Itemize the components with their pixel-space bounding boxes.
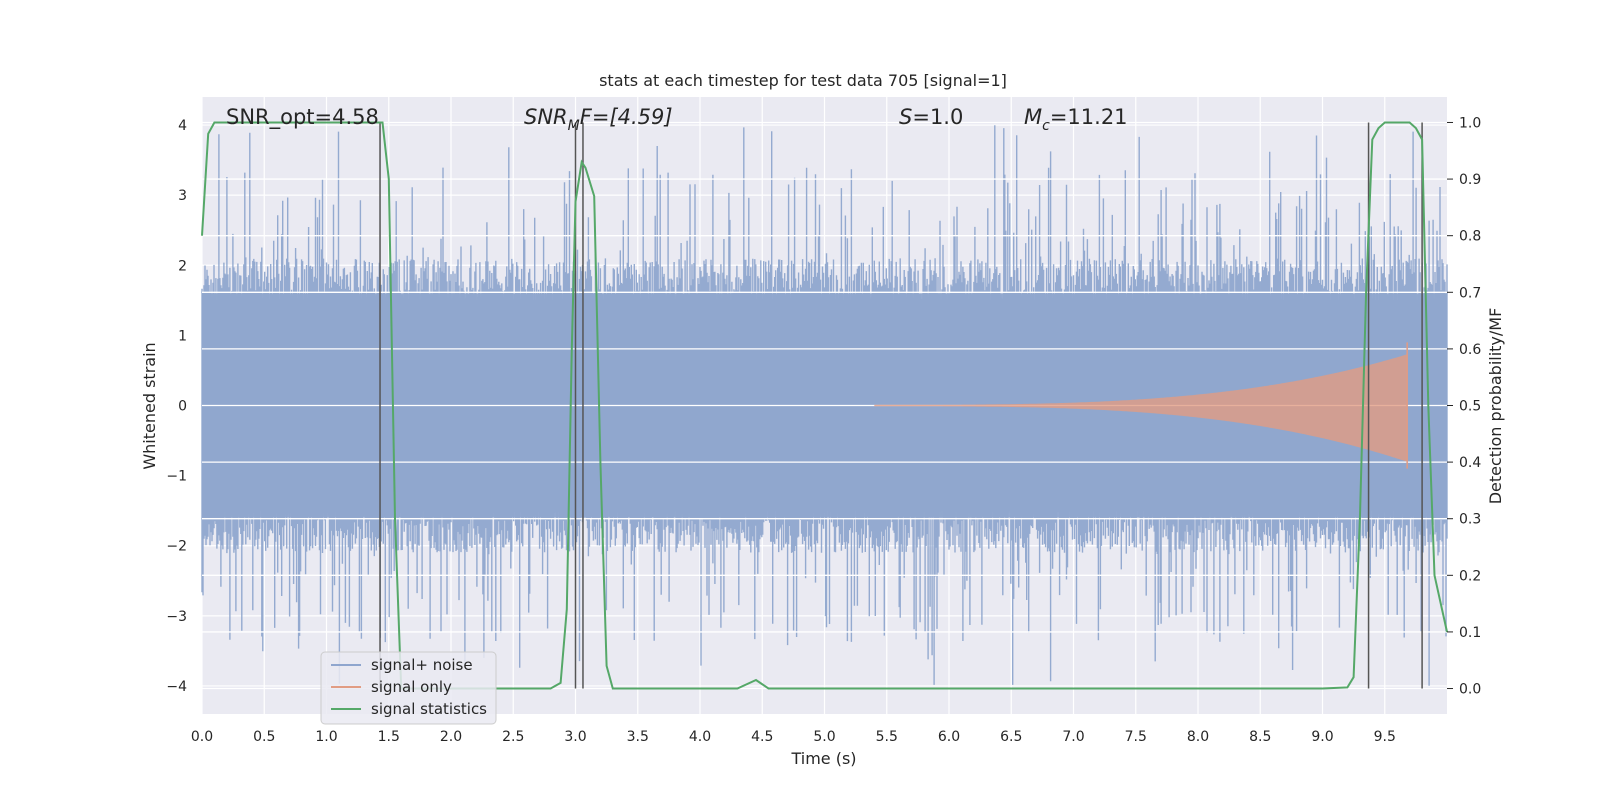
snr-mf-symbol: SNR	[524, 105, 568, 129]
legend-label-signal-only: signal only	[371, 678, 452, 696]
x-tick-label: 5.0	[813, 729, 835, 745]
x-axis-label: Time (s)	[790, 749, 856, 768]
x-tick-label: 0.0	[191, 729, 213, 745]
annotations: SNR_opt=4.58 SNRMF=[4.59] S=1.0 Mc=11.21	[226, 105, 1128, 134]
y2-tick-label: 0.9	[1459, 172, 1481, 188]
mc-symbol: M	[1024, 105, 1042, 129]
x-tick-label: 4.5	[751, 729, 773, 745]
s-annotation: S=1.0	[899, 105, 963, 129]
x-tick-label: 8.0	[1187, 729, 1209, 745]
x-tick-label: 3.0	[564, 729, 586, 745]
y2-tick-label: 0.6	[1459, 342, 1481, 358]
signal-statistics-line	[201, 121, 1448, 690]
y2-tick-label: 0.7	[1459, 285, 1481, 301]
x-tick-label: 8.5	[1249, 729, 1271, 745]
mc-value: =11.21	[1050, 105, 1128, 129]
legend: signal+ noise signal only signal statist…	[320, 651, 497, 725]
x-tick-label: 6.0	[938, 729, 960, 745]
x-tick-label: 1.5	[378, 729, 400, 745]
x-tick-label: 4.0	[689, 729, 711, 745]
s-value: =1.0	[912, 105, 963, 129]
y2-tick-label: 0.4	[1459, 455, 1481, 471]
y-tick-label: 0	[178, 399, 187, 415]
x-tick-label: 1.0	[315, 729, 337, 745]
mc-subscript: c	[1042, 118, 1050, 134]
s-symbol: S	[899, 105, 912, 129]
y-tick-label: 3	[178, 188, 187, 204]
x-tick-label: 3.5	[627, 729, 649, 745]
legend-label-signal-noise: signal+ noise	[371, 656, 473, 674]
x-tick-label: 5.5	[876, 729, 898, 745]
y-tick-label: −2	[166, 539, 187, 555]
x-tick-label: 2.0	[440, 729, 462, 745]
legend-box	[320, 651, 497, 725]
y-tick-label: −1	[166, 469, 187, 485]
y-tick-label: 4	[178, 118, 187, 134]
x-tick-label: 6.5	[1000, 729, 1022, 745]
y-tick-label: 2	[178, 258, 187, 274]
y2-tick-label: 0.0	[1459, 682, 1481, 698]
snr-mf-annotation: SNRMF=[4.59]	[524, 105, 673, 134]
y2-tick-label: 0.5	[1459, 399, 1481, 415]
x-tick-label: 7.0	[1062, 729, 1084, 745]
y2-tick-label: 0.1	[1459, 625, 1481, 641]
y2-tick-label: 0.2	[1459, 568, 1481, 584]
snr-mf-subscript: M	[568, 118, 580, 134]
signal-only-envelope	[874, 354, 1408, 462]
snr-opt-annotation: SNR_opt=4.58	[226, 105, 379, 130]
x-axis-ticks: 0.0 0.5 1.0 1.5 2.0 2.5 3.0 3.5 4.0 4.5 5.0 5.5 6.0 6…	[191, 729, 1396, 745]
y-tick-label: −4	[166, 679, 187, 695]
chart-title: stats at each timestep for test data 705…	[599, 71, 1007, 90]
signal-statistics-series	[201, 121, 1448, 690]
y2-tick-label: 0.8	[1459, 229, 1481, 245]
x-tick-label: 9.5	[1374, 729, 1396, 745]
x-tick-label: 9.0	[1311, 729, 1333, 745]
x-tick-label: 0.5	[253, 729, 275, 745]
y-tick-label: 1	[178, 328, 187, 344]
y2-tick-label: 1.0	[1459, 115, 1481, 131]
signal-only-series	[874, 342, 1408, 469]
mc-annotation: Mc=11.21	[1024, 105, 1128, 134]
x-tick-label: 7.5	[1125, 729, 1147, 745]
x-tick-label: 2.5	[502, 729, 524, 745]
y2-axis-ticks: 0.0 0.1 0.2 0.3 0.4 0.5 0.6 0.7 0.8 0.9 1.0	[1447, 115, 1481, 698]
snr-mf-value: F=[4.59]	[580, 105, 673, 129]
y-axis-ticks: −4 −3 −2 −1 0 1 2 3 4	[166, 118, 187, 695]
y2-axis-label: Detection probability/MF	[1486, 308, 1505, 505]
y2-tick-label: 0.3	[1459, 512, 1481, 528]
legend-label-signal-statistics: signal statistics	[371, 700, 487, 718]
y-tick-label: −3	[166, 609, 187, 625]
y-axis-label: Whitened strain	[140, 342, 159, 469]
